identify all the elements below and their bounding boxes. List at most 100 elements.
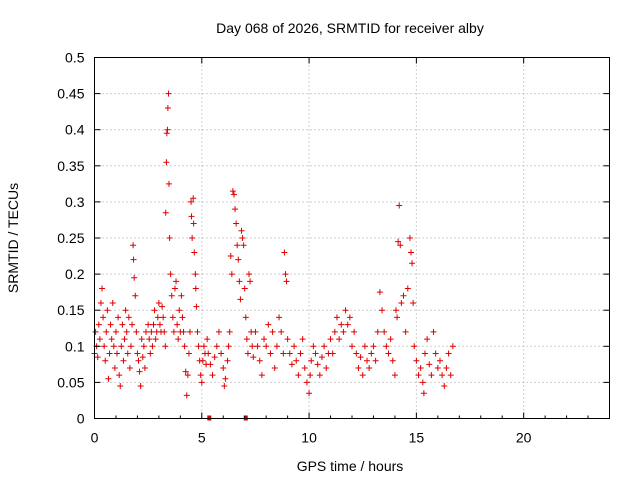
data-point — [121, 336, 128, 343]
data-point — [410, 299, 417, 306]
data-point — [291, 343, 298, 350]
data-point — [133, 328, 140, 335]
y-axis-label: SRMTID / TECUs — [5, 183, 21, 293]
x-tick-label: 10 — [301, 430, 317, 446]
data-point — [445, 350, 452, 357]
data-point — [357, 354, 364, 361]
data-point — [145, 321, 152, 328]
data-point — [185, 350, 192, 357]
data-point — [434, 364, 441, 371]
data-point — [137, 383, 144, 390]
data-point — [424, 336, 431, 343]
data-point — [127, 343, 134, 350]
data-point — [162, 343, 169, 350]
data-point — [419, 379, 426, 386]
data-point — [366, 364, 373, 371]
data-point — [197, 372, 204, 379]
data-point — [146, 336, 153, 343]
data-point — [228, 271, 235, 278]
data-point — [220, 364, 227, 371]
data-point — [139, 354, 146, 361]
data-point — [323, 364, 330, 371]
data-point — [192, 271, 199, 278]
data-point — [353, 350, 360, 357]
data-point — [164, 126, 171, 133]
data-point — [240, 242, 247, 249]
data-point — [171, 285, 178, 292]
data-point — [281, 249, 288, 256]
data-point — [134, 350, 141, 357]
data-point — [176, 307, 183, 314]
data-point — [152, 336, 159, 343]
data-point — [301, 364, 308, 371]
data-point — [110, 343, 117, 350]
data-point — [293, 357, 300, 364]
data-point — [398, 299, 405, 306]
data-point — [112, 328, 119, 335]
data-point — [344, 321, 351, 328]
data-point — [105, 375, 112, 382]
data-point — [368, 350, 375, 357]
data-point — [151, 307, 158, 314]
data-point — [265, 321, 272, 328]
data-point — [441, 383, 448, 390]
axis-ticks: 0 0.05 0.1 0.15 0.2 0.25 0.3 0.35 0.4 0.45 0.5 0 5 10… — [57, 50, 610, 446]
data-point — [92, 328, 99, 335]
x-tick-label: 5 — [198, 430, 206, 446]
data-point — [221, 383, 228, 390]
data-point — [236, 278, 243, 285]
data-point — [295, 372, 302, 379]
data-point — [95, 321, 102, 328]
data-point — [156, 321, 163, 328]
data-point — [396, 202, 403, 209]
data-point — [190, 195, 197, 202]
data-point — [161, 328, 168, 335]
data-point — [181, 343, 188, 350]
data-point — [164, 105, 171, 112]
data-point — [243, 336, 250, 343]
data-point — [250, 354, 257, 361]
data-point — [329, 350, 336, 357]
data-point — [130, 242, 137, 249]
data-point — [321, 343, 328, 350]
data-point — [101, 343, 108, 350]
y-tick-label: 0.35 — [57, 158, 84, 174]
data-point — [189, 235, 196, 241]
data-point — [383, 343, 390, 350]
data-point — [436, 357, 443, 364]
data-point — [338, 321, 345, 328]
data-point — [408, 249, 415, 256]
data-point — [413, 357, 420, 364]
data-point — [387, 336, 394, 343]
data-point — [211, 354, 218, 361]
data-point — [140, 343, 147, 350]
data-point — [229, 188, 236, 195]
data-point — [316, 372, 323, 379]
x-tick-label: 20 — [516, 430, 532, 446]
data-point — [389, 357, 396, 364]
data-point — [411, 343, 418, 350]
data-point — [447, 372, 454, 379]
data-point — [426, 361, 433, 368]
y-tick-label: 0.25 — [57, 230, 84, 246]
data-point — [249, 343, 256, 350]
data-point — [192, 285, 199, 292]
data-point — [222, 375, 229, 382]
data-point — [190, 220, 197, 227]
data-point — [303, 379, 310, 386]
data-point — [286, 350, 293, 357]
data-point — [269, 328, 276, 335]
data-point — [115, 314, 122, 321]
data-point — [282, 271, 289, 278]
data-point — [180, 328, 187, 335]
data-point — [148, 328, 155, 335]
data-point — [402, 328, 409, 335]
data-point — [327, 336, 334, 343]
data-point — [114, 350, 121, 357]
data-point — [94, 354, 101, 361]
data-point — [232, 206, 239, 213]
data-point — [131, 274, 138, 281]
data-point — [392, 307, 399, 314]
data-point — [227, 253, 234, 260]
y-tick-label: 0.1 — [65, 338, 85, 354]
